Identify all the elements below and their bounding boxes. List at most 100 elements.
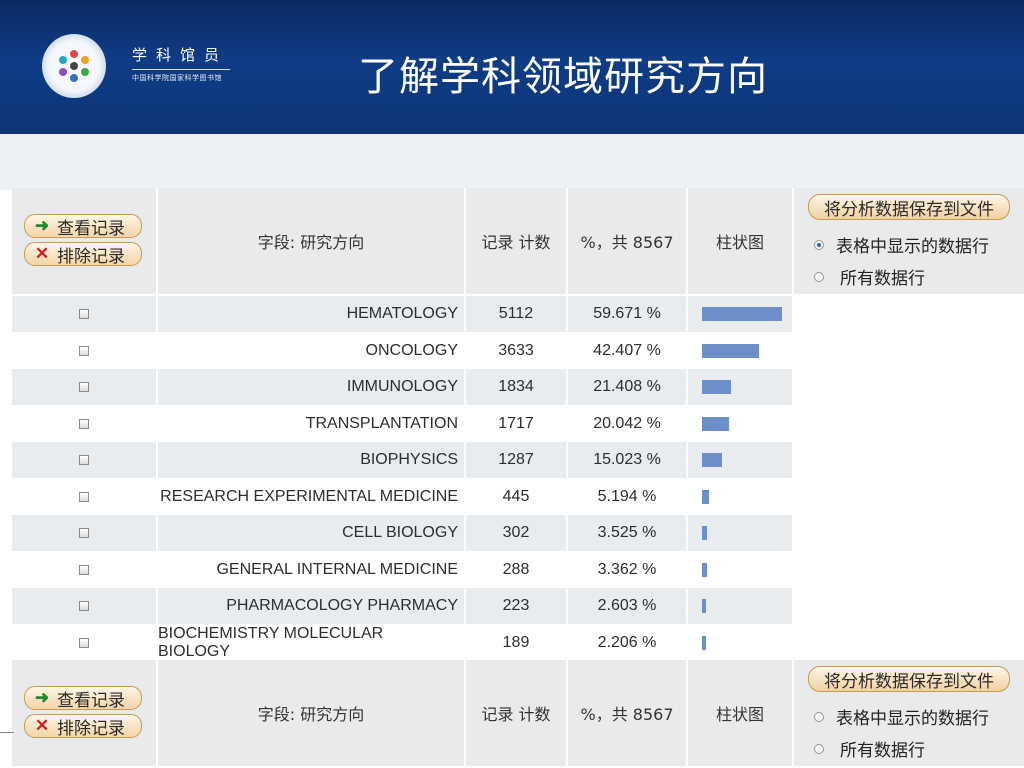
percent-bar xyxy=(702,635,706,650)
radio-button[interactable] xyxy=(814,711,824,722)
bar-cell xyxy=(688,624,794,661)
row-checkbox[interactable] xyxy=(79,637,89,648)
field-value: BIOCHEMISTRY MOLECULAR BIOLOGY xyxy=(158,624,466,661)
save-to-file-button[interactable]: 将分析数据保存到文件 xyxy=(808,666,1010,692)
field-value: CELL BIOLOGY xyxy=(158,515,466,551)
row-checkbox[interactable] xyxy=(79,418,89,429)
radio-button-selected[interactable] xyxy=(814,239,824,250)
table-row: ONCOLOGY 3633 42.407 % xyxy=(12,332,794,369)
percent-bar xyxy=(702,489,709,504)
field-value: RESEARCH EXPERIMENTAL MEDICINE xyxy=(158,478,466,515)
table-row: PHARMACOLOGY PHARMACY 223 2.603 % xyxy=(12,588,794,624)
percent-bar xyxy=(702,416,729,431)
radio-button[interactable] xyxy=(814,743,824,754)
brand-block: 学科馆员 中国科学院国家科学图书馆 xyxy=(132,44,230,83)
table-row: IMMUNOLOGY 1834 21.408 % xyxy=(12,369,794,405)
row-select-cell xyxy=(12,332,158,369)
percent-bar xyxy=(702,562,707,577)
header-banner: 学科馆员 中国科学院国家科学图书馆 了解学科领域研究方向 xyxy=(0,0,1024,134)
row-select-cell xyxy=(12,369,158,405)
brand-divider xyxy=(132,69,230,70)
count-column-header: 记录 计数 xyxy=(466,660,568,766)
radio-all-rows[interactable]: 所有数据行 xyxy=(814,264,925,289)
row-select-cell xyxy=(12,442,158,478)
bar-cell xyxy=(688,478,794,515)
field-column-header: 字段: 研究方向 xyxy=(158,188,466,294)
record-count: 1834 xyxy=(466,369,568,405)
row-select-cell xyxy=(12,405,158,442)
slide-title: 了解学科领域研究方向 xyxy=(358,54,768,100)
bar-cell xyxy=(688,515,794,551)
library-logo xyxy=(42,34,106,98)
field-value: IMMUNOLOGY xyxy=(158,369,466,405)
percent-value: 3.362 % xyxy=(568,551,688,588)
percent-bar xyxy=(702,380,731,394)
record-count: 445 xyxy=(466,478,568,515)
row-select-cell xyxy=(12,478,158,515)
percent-bar xyxy=(702,307,782,321)
table-row: BIOPHYSICS 1287 15.023 % xyxy=(12,442,794,478)
row-checkbox[interactable] xyxy=(79,528,89,538)
record-count: 288 xyxy=(466,551,568,588)
field-value: ONCOLOGY xyxy=(158,332,466,369)
record-count: 3633 xyxy=(466,332,568,369)
count-column-header: 记录 计数 xyxy=(466,188,568,294)
action-buttons-cell: ➜ 查看记录 ✕ 排除记录 xyxy=(12,188,158,294)
row-checkbox[interactable] xyxy=(79,564,89,575)
percent-value: 2.206 % xyxy=(568,624,688,661)
table-header-bottom: ➜ 查看记录 ✕ 排除记录 字段: 研究方向 记录 计数 %，共 8567 柱状… xyxy=(12,660,1024,766)
field-value: GENERAL INTERNAL MEDICINE xyxy=(158,551,466,588)
percent-bar xyxy=(702,453,722,467)
radio-table-rows[interactable]: 表格中显示的数据行 xyxy=(814,232,989,257)
percent-bar xyxy=(702,526,707,540)
record-count: 223 xyxy=(466,588,568,624)
percent-value: 15.023 % xyxy=(568,442,688,478)
row-select-cell xyxy=(12,296,158,332)
bar-column-header: 柱状图 xyxy=(688,660,794,766)
exclude-records-button[interactable]: ✕ 排除记录 xyxy=(24,242,142,267)
row-select-cell xyxy=(12,624,158,661)
bar-cell xyxy=(688,551,794,588)
row-select-cell xyxy=(12,551,158,588)
table-row: GENERAL INTERNAL MEDICINE 288 3.362 % xyxy=(12,551,794,588)
row-checkbox[interactable] xyxy=(79,601,89,611)
radio-table-rows[interactable]: 表格中显示的数据行 xyxy=(814,704,989,729)
radio-all-rows[interactable]: 所有数据行 xyxy=(814,736,925,761)
row-checkbox[interactable] xyxy=(79,491,89,502)
row-checkbox[interactable] xyxy=(79,382,89,392)
row-checkbox[interactable] xyxy=(79,345,89,356)
exclude-records-button[interactable]: ✕ 排除记录 xyxy=(24,714,142,739)
save-to-file-button[interactable]: 将分析数据保存到文件 xyxy=(808,194,1010,220)
record-count: 302 xyxy=(466,515,568,551)
record-count: 5112 xyxy=(466,296,568,332)
bar-cell xyxy=(688,369,794,405)
field-value: HEMATOLOGY xyxy=(158,296,466,332)
view-records-button[interactable]: ➜ 查看记录 xyxy=(24,686,142,711)
x-icon: ✕ xyxy=(34,716,50,736)
percent-bar xyxy=(702,599,706,613)
slide-edge-line xyxy=(0,732,14,733)
bar-cell xyxy=(688,588,794,624)
bar-cell xyxy=(688,332,794,369)
record-count: 1717 xyxy=(466,405,568,442)
radio-button[interactable] xyxy=(814,271,824,282)
percent-column-header: %，共 8567 xyxy=(568,188,688,294)
bar-cell xyxy=(688,405,794,442)
field-column-header: 字段: 研究方向 xyxy=(158,660,466,766)
x-icon: ✕ xyxy=(34,244,50,264)
row-checkbox[interactable] xyxy=(79,455,89,465)
save-panel: 将分析数据保存到文件 表格中显示的数据行 所有数据行 xyxy=(794,660,1024,766)
percent-bar xyxy=(702,343,759,358)
percent-column-header: %，共 8567 xyxy=(568,660,688,766)
bar-cell xyxy=(688,296,794,332)
percent-value: 21.408 % xyxy=(568,369,688,405)
row-select-cell xyxy=(12,588,158,624)
percent-value: 2.603 % xyxy=(568,588,688,624)
table-header-top: ➜ 查看记录 ✕ 排除记录 字段: 研究方向 记录 计数 %，共 8567 柱状… xyxy=(12,188,1024,294)
view-records-button[interactable]: ➜ 查看记录 xyxy=(24,214,142,239)
row-select-cell xyxy=(12,515,158,551)
percent-value: 42.407 % xyxy=(568,332,688,369)
row-checkbox[interactable] xyxy=(79,309,89,319)
brand-name: 学科馆员 xyxy=(132,46,229,64)
bar-cell xyxy=(688,442,794,478)
